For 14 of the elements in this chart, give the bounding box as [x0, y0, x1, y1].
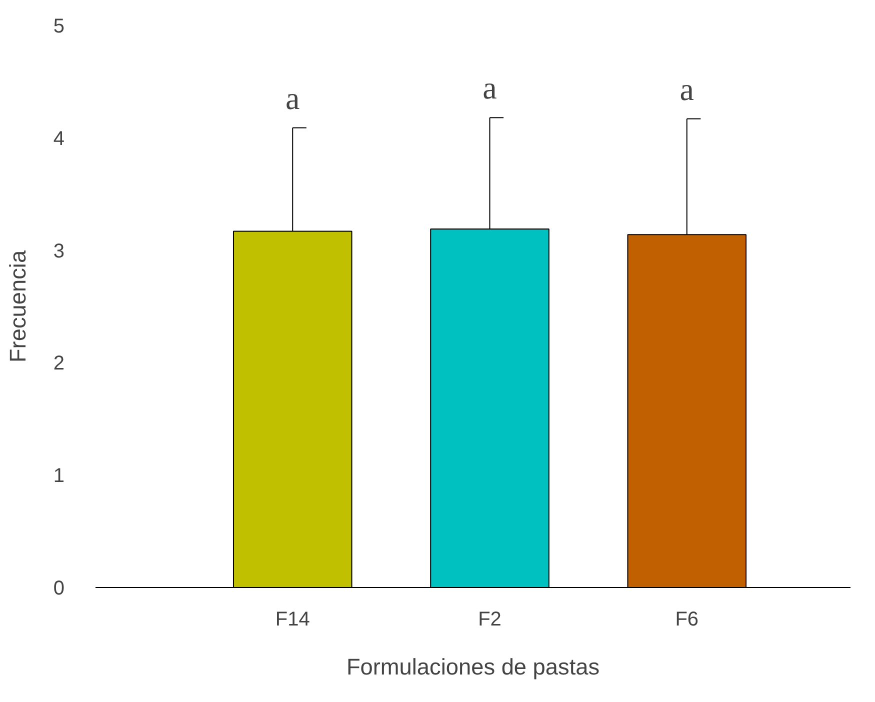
x-axis-title: Formulaciones de pastas	[346, 654, 600, 680]
x-tick-label: F14	[275, 608, 310, 630]
y-tick-label: 2	[53, 352, 64, 375]
y-tick-label: 3	[53, 240, 64, 262]
y-tick-label: 4	[53, 128, 64, 150]
annotation: a	[286, 80, 300, 116]
x-tick-label: F6	[675, 608, 699, 630]
y-tick-label: 5	[53, 16, 64, 38]
annotation: a	[482, 70, 497, 106]
y-tick-label: 0	[53, 578, 64, 600]
y-tick-label: 1	[53, 465, 64, 488]
y-axis-title: Frecuencia	[4, 250, 30, 363]
annotation: a	[680, 70, 694, 107]
x-tick-label: F2	[478, 608, 502, 630]
